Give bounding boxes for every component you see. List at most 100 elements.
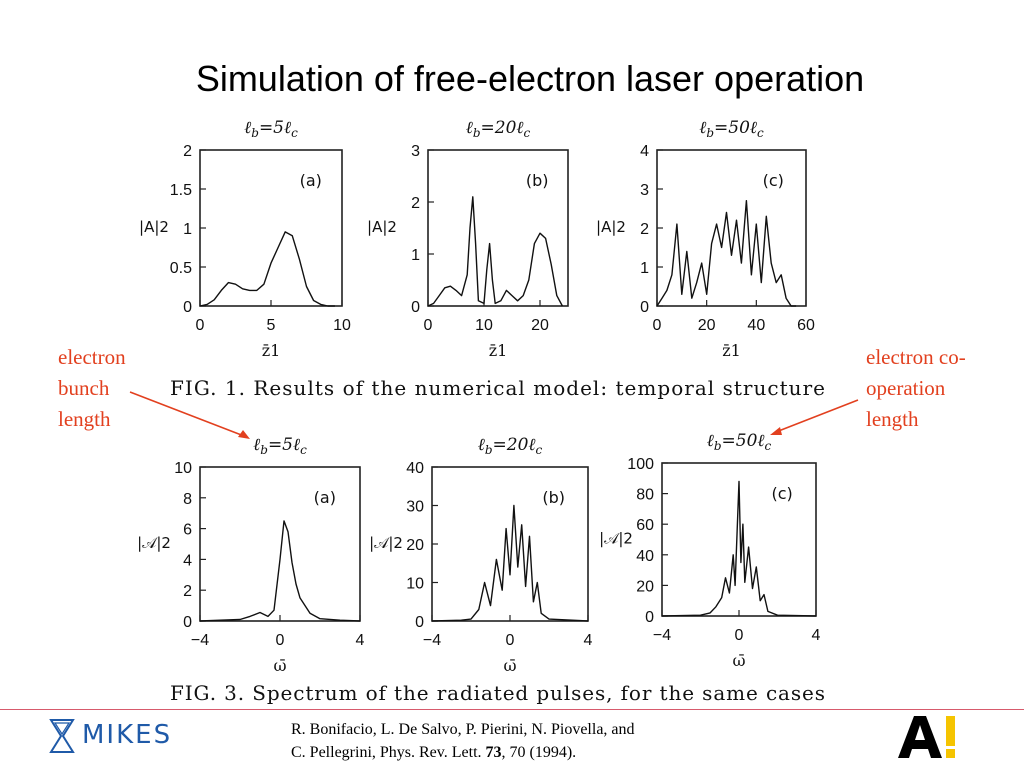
panel-4-tag: (a) bbox=[314, 488, 336, 507]
panel-3-series-line bbox=[656, 199, 797, 307]
panel-6-ytick-label: 60 bbox=[636, 517, 654, 534]
fig3-caption: FIG. 3. Spectrum of the radiated pulses,… bbox=[170, 681, 825, 705]
annotation-left-arrowhead bbox=[238, 430, 250, 439]
panel-3-ytick-label: 3 bbox=[640, 182, 649, 199]
slide-title: Simulation of free-electron laser operat… bbox=[195, 58, 865, 99]
annotation-left-line-1: electron bbox=[58, 345, 126, 369]
panel-6-ytick-label: 0 bbox=[645, 609, 654, 626]
hourglass-icon bbox=[49, 719, 75, 753]
panel-6-ytick-label: 40 bbox=[636, 548, 654, 565]
annotation-right-line-1: electron co- bbox=[866, 345, 966, 369]
panel-2-ytick-label: 0 bbox=[411, 299, 420, 316]
panel-4-ytick-label: 6 bbox=[183, 522, 192, 539]
panel-6-ytick-label: 80 bbox=[636, 487, 654, 504]
panel-4-heading: ℓb=5ℓc bbox=[253, 435, 307, 457]
panel-2-xtick-label: 0 bbox=[424, 317, 433, 334]
panel-6-ylabel: |𝒜|2 bbox=[599, 530, 633, 548]
panel-5-xtick-label: 0 bbox=[506, 632, 515, 649]
panel-2-frame bbox=[427, 149, 569, 307]
panel-6-xtick-label: 0 bbox=[735, 627, 744, 644]
citation-pages-year: , 70 (1994). bbox=[501, 744, 577, 761]
panel-6-xtick-label: 4 bbox=[812, 627, 821, 644]
citation-line-2: C. Pellegrini, Phys. Rev. Lett. 73, 70 (… bbox=[291, 741, 635, 764]
annotation-right-line-3: length bbox=[866, 407, 919, 431]
panel-5-xtick-label: 4 bbox=[584, 632, 593, 649]
panel-5-series-line bbox=[431, 504, 589, 622]
panel-1-series-line bbox=[199, 231, 335, 307]
annotation-right: electron co- operation length bbox=[866, 342, 966, 435]
panel-3-xtick-label: 60 bbox=[797, 317, 815, 334]
footer-divider bbox=[0, 709, 1024, 710]
panel-1-ytick-label: 1.5 bbox=[170, 182, 192, 199]
mikes-logo: MIKES bbox=[48, 718, 170, 759]
panel-4-ytick-label: 8 bbox=[183, 491, 192, 508]
panel-2-xtick-label: 10 bbox=[475, 317, 493, 334]
panel-3-xtick-label: 0 bbox=[653, 317, 662, 334]
panel-1-xtick-label: 0 bbox=[196, 317, 205, 334]
panel-4-frame bbox=[199, 466, 361, 622]
annotation-right-line-2: operation bbox=[866, 376, 946, 400]
panel-2-ytick-label: 3 bbox=[411, 143, 420, 160]
panel-2-ytick-label: 2 bbox=[411, 195, 420, 212]
panel-4-ytick-label: 4 bbox=[183, 552, 192, 569]
citation: R. Bonifacio, L. De Salvo, P. Pierini, N… bbox=[291, 718, 635, 764]
figure-panels: ℓb=5ℓc(a)00.511.520 5 10|A|2z̄1ℓb=20ℓc(b)0… bbox=[129, 118, 859, 705]
panel-5-ytick-label: 40 bbox=[406, 460, 424, 477]
panel-3-tag: (c) bbox=[763, 171, 784, 190]
panel-2-xtick-label: 20 bbox=[531, 317, 549, 334]
panel-1-ylabel: |A|2 bbox=[139, 218, 169, 236]
panel-5-tag: (b) bbox=[542, 488, 565, 507]
panel-5-xlabel: ω̄ bbox=[503, 656, 516, 675]
annotation-right-arrowhead bbox=[770, 427, 782, 435]
panel-6-ytick-label: 100 bbox=[627, 456, 654, 473]
panel-5-ytick-label: 30 bbox=[406, 499, 424, 516]
panel-3-xlabel: z̄1 bbox=[722, 341, 741, 360]
panel-1-tag: (a) bbox=[300, 171, 322, 190]
panel-2-series-line bbox=[427, 196, 564, 307]
panel-6-series-line bbox=[661, 480, 817, 617]
panel-1-heading: ℓb=5ℓc bbox=[244, 118, 298, 140]
panel-4-xtick-label: 0 bbox=[276, 632, 285, 649]
panel-5-xtick-label: −4 bbox=[423, 632, 441, 649]
aalto-logo bbox=[896, 712, 966, 767]
annotation-right-arrow-line bbox=[775, 399, 859, 433]
panel-5-ytick-label: 10 bbox=[406, 576, 424, 593]
panel-3-ytick-label: 0 bbox=[640, 299, 649, 316]
panel-1-ytick-label: 0.5 bbox=[170, 260, 192, 277]
panel-1-ytick-label: 2 bbox=[183, 143, 192, 160]
panel-5-heading: ℓb=20ℓc bbox=[478, 435, 543, 457]
panel-2-tag: (b) bbox=[526, 171, 549, 190]
panel-3-xtick-label: 20 bbox=[698, 317, 716, 334]
panel-3-heading: ℓb=50ℓc bbox=[699, 118, 764, 140]
panel-3-ytick-label: 1 bbox=[640, 260, 649, 277]
panel-6-tag: (c) bbox=[771, 484, 792, 503]
panel-3-ytick-label: 2 bbox=[640, 221, 649, 238]
panel-5-ytick-label: 20 bbox=[406, 537, 424, 554]
panel-5-ytick-label: 0 bbox=[415, 614, 424, 631]
annotation-left-line-3: length bbox=[58, 407, 111, 431]
citation-authors-journal: C. Pellegrini, Phys. Rev. Lett. bbox=[291, 744, 486, 761]
panel-1-xtick-label: 5 bbox=[267, 317, 276, 334]
panel-4-ylabel: |𝒜|2 bbox=[137, 534, 171, 552]
panel-6-ytick-label: 20 bbox=[636, 578, 654, 595]
panel-1-ytick-label: 1 bbox=[183, 221, 192, 238]
panel-3-ylabel: |A|2 bbox=[596, 218, 626, 236]
aalto-a-icon bbox=[898, 716, 955, 758]
panel-1-xtick-label: 10 bbox=[333, 317, 351, 334]
panel-4-ytick-label: 10 bbox=[174, 460, 192, 477]
citation-volume: 73 bbox=[485, 744, 502, 761]
panel-2-xlabel: z̄1 bbox=[489, 341, 508, 360]
panel-4-xtick-label: −4 bbox=[191, 632, 209, 649]
annotation-left: electron bunch length bbox=[58, 342, 126, 435]
panel-4-xlabel: ω̄ bbox=[273, 656, 286, 675]
mikes-logo-text: MIKES bbox=[82, 720, 173, 750]
annotation-left-arrow-line bbox=[129, 391, 245, 437]
annotation-left-line-2: bunch bbox=[58, 376, 110, 400]
panel-2-ylabel: |A|2 bbox=[367, 218, 397, 236]
panel-2-heading: ℓb=20ℓc bbox=[466, 118, 531, 140]
panel-6-xtick-label: −4 bbox=[653, 627, 671, 644]
panel-3-xtick-label: 40 bbox=[747, 317, 765, 334]
panel-1-xlabel: z̄1 bbox=[262, 341, 281, 360]
panel-1-ytick-label: 0 bbox=[183, 299, 192, 316]
panel-3-ytick-label: 4 bbox=[640, 143, 649, 160]
